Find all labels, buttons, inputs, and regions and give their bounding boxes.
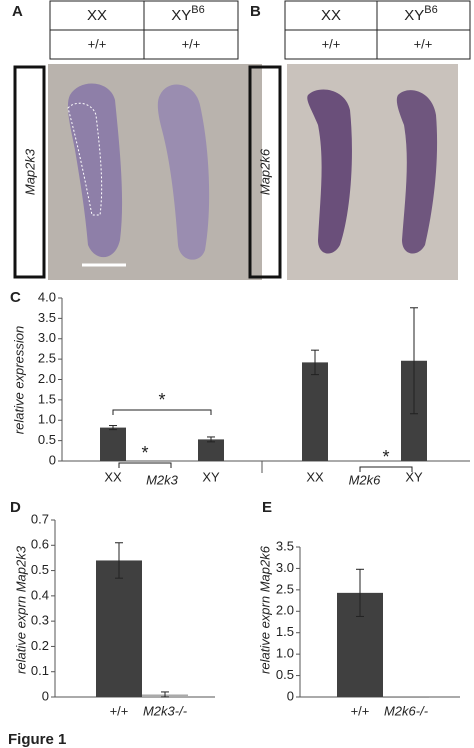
embryo xyxy=(67,83,123,258)
x-tick-label: XY xyxy=(405,469,423,484)
y-tick-label: 3.0 xyxy=(276,560,294,575)
y-tick-label: 3.5 xyxy=(38,310,56,325)
header-cell: XYB6 xyxy=(171,4,204,24)
y-tick-label: 2.0 xyxy=(38,371,56,386)
figure-label: Figure 1 xyxy=(8,731,66,748)
embryo xyxy=(157,84,210,260)
y-axis-label: relative exprn Map2k6 xyxy=(257,545,272,674)
panel-label: D xyxy=(10,499,21,516)
panel-label: E xyxy=(262,499,272,516)
x-tick-label: +/+ xyxy=(351,703,370,718)
gene-box xyxy=(248,65,282,279)
genotype: +/+ xyxy=(88,36,107,51)
x-tick-label: M2k3-/- xyxy=(143,703,188,718)
panel-label: B xyxy=(250,3,261,20)
y-tick-label: 0.4 xyxy=(31,587,49,602)
group-label: M2k3 xyxy=(146,472,179,487)
y-tick-label: 0.5 xyxy=(31,562,49,577)
header-sup: B6 xyxy=(424,4,437,16)
y-tick-label: 4.0 xyxy=(38,289,56,304)
bar xyxy=(198,439,224,461)
significance-bracket xyxy=(112,409,212,415)
genotype: +/+ xyxy=(414,36,433,51)
y-tick-label: 1.0 xyxy=(38,412,56,427)
bar xyxy=(383,697,429,698)
significance-bracket xyxy=(118,462,172,468)
y-tick-label: 0.3 xyxy=(31,613,49,628)
y-tick-label: 1.0 xyxy=(276,646,294,661)
genotype: +/+ xyxy=(322,36,341,51)
gene-box xyxy=(13,65,46,279)
panel-label: A xyxy=(12,3,23,20)
gene-label: Map2k3 xyxy=(22,148,37,195)
y-tick-label: 1.5 xyxy=(38,391,56,406)
header-cell: XX xyxy=(87,7,107,24)
significance-bracket xyxy=(359,466,413,472)
y-tick-label: 0.7 xyxy=(31,511,49,526)
x-tick-label: XX xyxy=(104,469,122,484)
y-axis-label: relative expression xyxy=(11,326,26,434)
bar xyxy=(302,362,328,461)
y-tick-label: 2.0 xyxy=(276,603,294,618)
header-sup: B6 xyxy=(191,4,204,16)
x-tick-label: M2k6-/- xyxy=(384,703,429,718)
x-tick-label: +/+ xyxy=(110,703,129,718)
y-tick-label: 0 xyxy=(49,452,56,467)
outline xyxy=(67,102,103,216)
header-base: XY xyxy=(404,7,424,24)
panel-label: C xyxy=(10,289,21,306)
y-tick-label: 3.0 xyxy=(38,330,56,345)
y-tick-label: 2.5 xyxy=(38,351,56,366)
bar xyxy=(100,427,126,461)
y-tick-label: 0.6 xyxy=(31,537,49,552)
header-cell: XYB6 xyxy=(404,4,437,24)
y-tick-label: 3.5 xyxy=(276,538,294,553)
y-tick-label: 2.5 xyxy=(276,581,294,596)
y-tick-label: 0.1 xyxy=(31,663,49,678)
y-tick-label: 0.2 xyxy=(31,638,49,653)
embryo xyxy=(396,90,438,254)
gene-label: Map2k6 xyxy=(257,148,272,195)
y-tick-label: 0.5 xyxy=(276,667,294,682)
x-tick-label: XX xyxy=(306,469,324,484)
y-axis-label: relative exprn Map2k3 xyxy=(13,545,28,674)
significance-label: * xyxy=(158,390,165,410)
y-tick-label: 0 xyxy=(287,688,294,703)
y-tick-label: 0.5 xyxy=(38,432,56,447)
x-tick-label: XY xyxy=(202,469,220,484)
significance-label: * xyxy=(382,447,389,467)
header-base: XY xyxy=(171,7,191,24)
bar xyxy=(96,560,142,697)
y-tick-label: 0 xyxy=(42,688,49,703)
embryo xyxy=(307,89,352,254)
genotype: +/+ xyxy=(182,36,201,51)
significance-label: * xyxy=(141,443,148,463)
header-cell: XX xyxy=(321,7,341,24)
y-tick-label: 1.5 xyxy=(276,624,294,639)
group-label: M2k6 xyxy=(349,472,382,487)
